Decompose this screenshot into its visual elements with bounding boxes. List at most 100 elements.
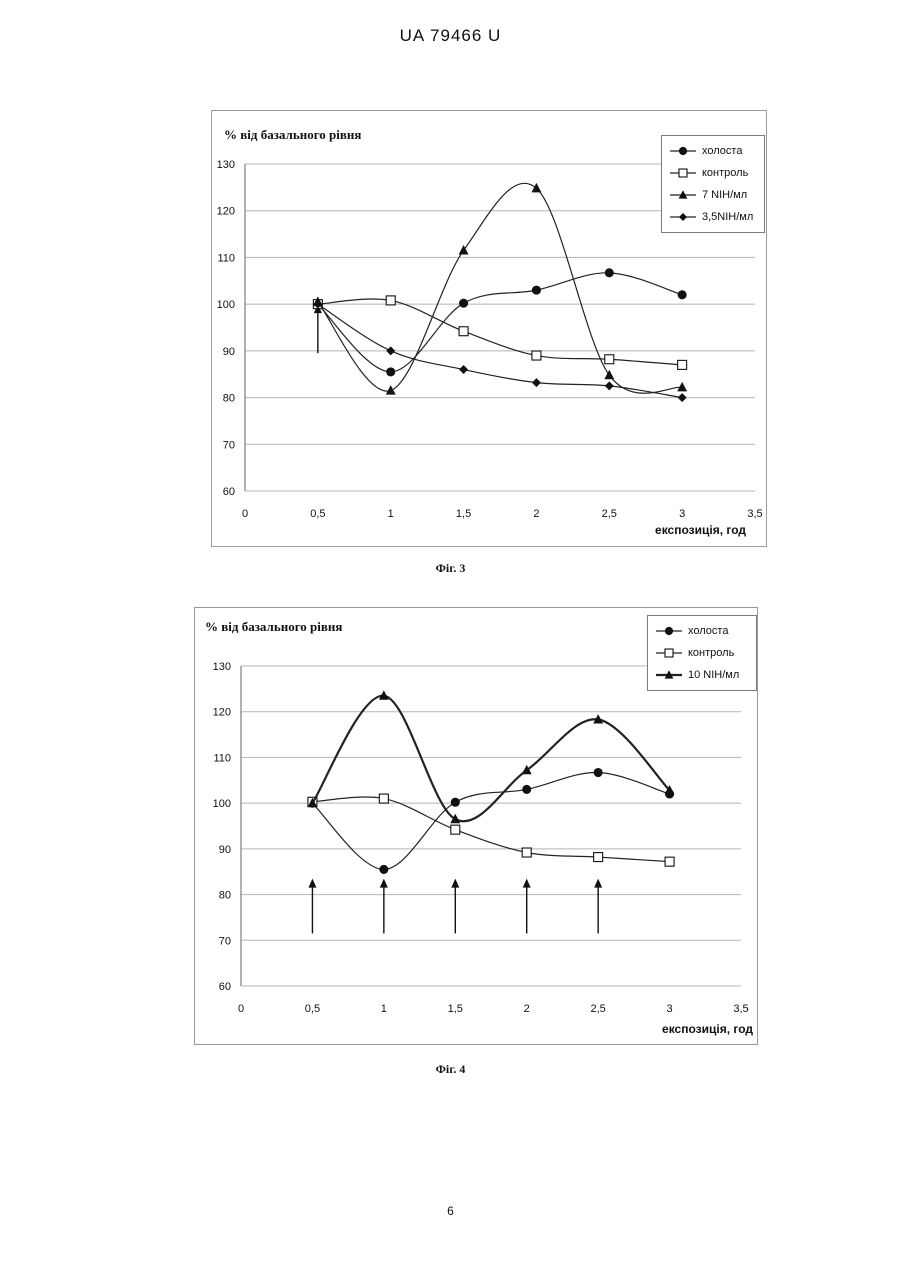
arrow-marker <box>594 879 602 934</box>
legend-item: холоста <box>654 620 750 642</box>
data-point-circle <box>387 368 395 376</box>
y-tick-label: 60 <box>223 486 235 498</box>
series-line-triangle <box>312 696 669 822</box>
x-tick-label: 3 <box>679 508 685 520</box>
legend-item: холоста <box>668 140 758 162</box>
legend-item: контроль <box>654 642 750 664</box>
legend-item: 3,5NIH/мл <box>668 206 758 228</box>
data-point-triangle <box>531 183 541 192</box>
x-axis-label: експозиція, год <box>662 1022 753 1036</box>
x-tick-label: 3,5 <box>747 508 762 520</box>
chart-fig-3: % від базального рівня 60708090100110120… <box>211 110 767 547</box>
data-point-circle <box>605 269 613 277</box>
legend-label: 10 NIH/мл <box>688 669 739 681</box>
legend-swatch <box>654 669 684 681</box>
y-tick-label: 100 <box>213 798 231 810</box>
legend-swatch <box>668 189 698 201</box>
legend-swatch <box>668 167 698 179</box>
data-point-square <box>386 296 395 305</box>
legend-marker-circle <box>679 147 686 154</box>
page-header: UA 79466 U <box>0 26 901 46</box>
legend-marker-square <box>665 649 673 657</box>
legend-marker-triangle <box>679 190 688 198</box>
x-axis-label: експозиція, год <box>655 523 746 537</box>
data-point-square <box>678 360 687 369</box>
figure-caption-4: Фіг. 4 <box>0 1062 901 1077</box>
data-point-circle <box>594 768 602 776</box>
data-point-triangle <box>604 370 614 379</box>
figure-caption-3: Фіг. 3 <box>0 561 901 576</box>
x-tick-label: 0 <box>242 508 248 520</box>
legend-label: контроль <box>688 647 734 659</box>
data-point-diamond <box>459 365 468 374</box>
x-tick-label: 0,5 <box>305 1003 320 1015</box>
y-tick-label: 60 <box>219 981 231 993</box>
data-point-square <box>451 825 460 834</box>
legend: холоста контроль 10 NIH/мл <box>647 615 757 691</box>
x-tick-label: 3 <box>667 1003 673 1015</box>
legend-swatch <box>668 145 698 157</box>
x-tick-label: 3,5 <box>733 1003 748 1015</box>
data-point-circle <box>523 785 531 793</box>
y-tick-label: 80 <box>223 393 235 405</box>
data-point-square <box>379 794 388 803</box>
y-tick-label: 130 <box>213 661 231 673</box>
x-tick-label: 0 <box>238 1003 244 1015</box>
y-tick-label: 70 <box>219 935 231 947</box>
legend-item: контроль <box>668 162 758 184</box>
data-point-square <box>532 351 541 360</box>
data-point-circle <box>380 865 388 873</box>
x-tick-label: 1,5 <box>456 508 471 520</box>
y-tick-label: 80 <box>219 890 231 902</box>
legend-marker-circle <box>665 627 672 634</box>
data-point-diamond <box>678 393 687 402</box>
x-tick-label: 1 <box>381 1003 387 1015</box>
y-tick-label: 130 <box>217 159 235 171</box>
legend-label: холоста <box>688 625 728 637</box>
legend-swatch <box>668 211 698 223</box>
x-tick-label: 1,5 <box>448 1003 463 1015</box>
arrow-marker <box>451 879 459 934</box>
legend-marker-diamond <box>679 213 687 221</box>
series-line-square <box>318 299 682 365</box>
data-point-square <box>522 848 531 857</box>
y-tick-label: 100 <box>217 299 235 311</box>
x-tick-label: 1 <box>388 508 394 520</box>
y-tick-label: 90 <box>223 346 235 358</box>
legend-item: 10 NIH/мл <box>654 664 750 686</box>
legend-item: 7 NIH/мл <box>668 184 758 206</box>
data-point-square <box>605 355 614 364</box>
legend-swatch <box>654 625 684 637</box>
data-point-circle <box>451 798 459 806</box>
arrow-marker <box>308 879 316 934</box>
arrow-marker <box>523 879 531 934</box>
x-tick-label: 2 <box>533 508 539 520</box>
series-line-circle <box>312 772 669 869</box>
series-line-triangle <box>318 183 682 393</box>
data-point-diamond <box>532 378 541 387</box>
legend-label: 7 NIH/мл <box>702 189 747 201</box>
data-point-square <box>665 857 674 866</box>
arrow-marker <box>314 304 322 353</box>
y-tick-label: 70 <box>223 439 235 451</box>
data-point-square <box>459 327 468 336</box>
x-tick-label: 0,5 <box>310 508 325 520</box>
data-point-triangle <box>450 814 460 823</box>
y-tick-label: 90 <box>219 844 231 856</box>
data-point-circle <box>460 299 468 307</box>
y-tick-label: 120 <box>217 206 235 218</box>
data-point-diamond <box>605 381 614 390</box>
series-line-circle <box>318 273 682 372</box>
y-tick-label: 120 <box>213 707 231 719</box>
y-tick-label: 110 <box>217 252 235 264</box>
legend: холоста контроль 7 NIH/мл 3,5NIH/мл <box>661 135 765 233</box>
data-point-diamond <box>386 346 395 355</box>
data-point-triangle <box>386 385 396 394</box>
legend-label: холоста <box>702 145 742 157</box>
data-point-square <box>594 853 603 862</box>
data-point-circle <box>532 286 540 294</box>
x-tick-label: 2 <box>524 1003 530 1015</box>
legend-marker-square <box>679 169 687 177</box>
chart-fig-4: % від базального рівня 60708090100110120… <box>194 607 758 1045</box>
y-tick-label: 110 <box>213 752 231 764</box>
